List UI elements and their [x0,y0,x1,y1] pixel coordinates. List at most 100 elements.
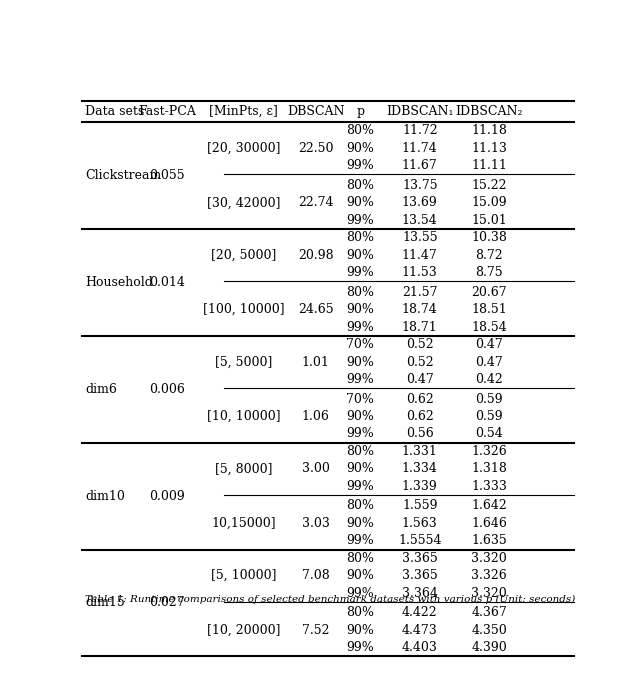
Text: 4.367: 4.367 [471,606,507,619]
Text: 80%: 80% [346,445,374,458]
Text: Fast-PCA: Fast-PCA [138,105,196,118]
Text: 0.54: 0.54 [476,427,503,440]
Text: 3.03: 3.03 [301,517,330,530]
Text: [10, 20000]: [10, 20000] [207,624,280,637]
Text: 18.54: 18.54 [471,321,507,334]
Text: 1.318: 1.318 [471,462,507,475]
Text: 10,15000]: 10,15000] [211,517,276,530]
Text: [MinPts, ε]: [MinPts, ε] [209,105,278,118]
Text: 11.53: 11.53 [402,266,438,279]
Text: 8.75: 8.75 [476,266,503,279]
Text: 70%: 70% [346,392,374,405]
Text: [30, 42000]: [30, 42000] [207,196,280,210]
Text: 13.55: 13.55 [402,232,438,244]
Text: 24.65: 24.65 [298,303,333,316]
Text: 0.014: 0.014 [149,276,185,289]
Text: 7.52: 7.52 [302,624,330,637]
Text: 0.009: 0.009 [149,490,185,503]
Text: 90%: 90% [346,142,374,155]
Text: 99%: 99% [346,641,374,654]
Text: 15.01: 15.01 [471,214,507,227]
Text: 1.06: 1.06 [301,410,330,423]
Text: 80%: 80% [346,499,374,513]
Text: 1.559: 1.559 [402,499,438,513]
Text: 1.635: 1.635 [471,534,507,548]
Text: 80%: 80% [346,286,374,299]
Text: 90%: 90% [346,196,374,210]
Text: [20, 30000]: [20, 30000] [207,142,280,155]
Text: 0.62: 0.62 [406,410,434,423]
Text: 0.52: 0.52 [406,338,433,351]
Text: Household: Household [85,276,153,289]
Text: 21.57: 21.57 [402,286,438,299]
Text: 99%: 99% [346,214,374,227]
Text: 90%: 90% [346,570,374,582]
Text: 90%: 90% [346,624,374,637]
Text: 1.01: 1.01 [301,355,330,368]
Text: Table 1: Runtime comparisons of selected benchmark datasets with various p (Unit: Table 1: Runtime comparisons of selected… [85,595,575,605]
Text: 0.62: 0.62 [406,392,434,405]
Text: 8.72: 8.72 [476,249,503,262]
Text: 0.56: 0.56 [406,427,434,440]
Text: [5, 5000]: [5, 5000] [215,355,273,368]
Text: dim6: dim6 [85,383,117,396]
Text: 22.74: 22.74 [298,196,333,210]
Text: 1.333: 1.333 [471,480,507,493]
Text: [5, 8000]: [5, 8000] [215,462,273,475]
Text: 90%: 90% [346,410,374,423]
Text: 11.72: 11.72 [402,124,438,137]
Text: 7.08: 7.08 [301,570,330,582]
Text: 11.47: 11.47 [402,249,438,262]
Text: 1.339: 1.339 [402,480,438,493]
Text: 1.326: 1.326 [471,445,507,458]
Text: 18.71: 18.71 [402,321,438,334]
Text: 0.47: 0.47 [476,338,503,351]
Text: [100, 10000]: [100, 10000] [203,303,285,316]
Text: 3.320: 3.320 [471,552,507,565]
Text: 3.326: 3.326 [471,570,507,582]
Text: 13.54: 13.54 [402,214,438,227]
Text: 18.51: 18.51 [471,303,507,316]
Text: 0.47: 0.47 [406,373,434,386]
Text: Data sets: Data sets [85,105,144,118]
Text: 80%: 80% [346,124,374,137]
Text: 11.18: 11.18 [471,124,507,137]
Text: 99%: 99% [346,266,374,279]
Text: 80%: 80% [346,606,374,619]
Text: 3.00: 3.00 [301,462,330,475]
Text: 3.364: 3.364 [402,587,438,600]
Text: 4.350: 4.350 [471,624,507,637]
Text: 99%: 99% [346,534,374,548]
Text: 80%: 80% [346,552,374,565]
Text: 0.59: 0.59 [476,392,503,405]
Text: 0.006: 0.006 [149,383,185,396]
Text: [10, 10000]: [10, 10000] [207,410,280,423]
Text: 4.473: 4.473 [402,624,438,637]
Text: 3.365: 3.365 [402,570,438,582]
Text: 11.67: 11.67 [402,159,438,172]
Text: 0.47: 0.47 [476,355,503,368]
Text: 4.403: 4.403 [402,641,438,654]
Text: [5, 10000]: [5, 10000] [211,570,276,582]
Text: IDBSCAN₂: IDBSCAN₂ [456,105,523,118]
Text: 0.027: 0.027 [149,596,184,609]
Text: 15.09: 15.09 [472,196,507,210]
Text: 4.422: 4.422 [402,606,438,619]
Text: 11.13: 11.13 [471,142,507,155]
Text: 10.38: 10.38 [471,232,507,244]
Text: 99%: 99% [346,480,374,493]
Text: [20, 5000]: [20, 5000] [211,249,276,262]
Text: 1.334: 1.334 [402,462,438,475]
Text: 20.98: 20.98 [298,249,333,262]
Text: 0.52: 0.52 [406,355,433,368]
Text: p: p [356,105,364,118]
Text: dim15: dim15 [85,596,125,609]
Text: 1.331: 1.331 [402,445,438,458]
Text: 99%: 99% [346,159,374,172]
Text: 90%: 90% [346,517,374,530]
Text: 99%: 99% [346,321,374,334]
Text: 70%: 70% [346,338,374,351]
Text: 4.390: 4.390 [471,641,507,654]
Text: 90%: 90% [346,249,374,262]
Text: 80%: 80% [346,179,374,192]
